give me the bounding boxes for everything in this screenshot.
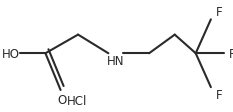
Text: F: F <box>229 47 233 60</box>
Text: HO: HO <box>2 47 20 60</box>
Text: HCl: HCl <box>67 94 87 107</box>
Text: O: O <box>58 93 67 106</box>
Text: HN: HN <box>107 54 125 67</box>
Text: F: F <box>216 88 222 101</box>
Text: F: F <box>216 6 222 19</box>
